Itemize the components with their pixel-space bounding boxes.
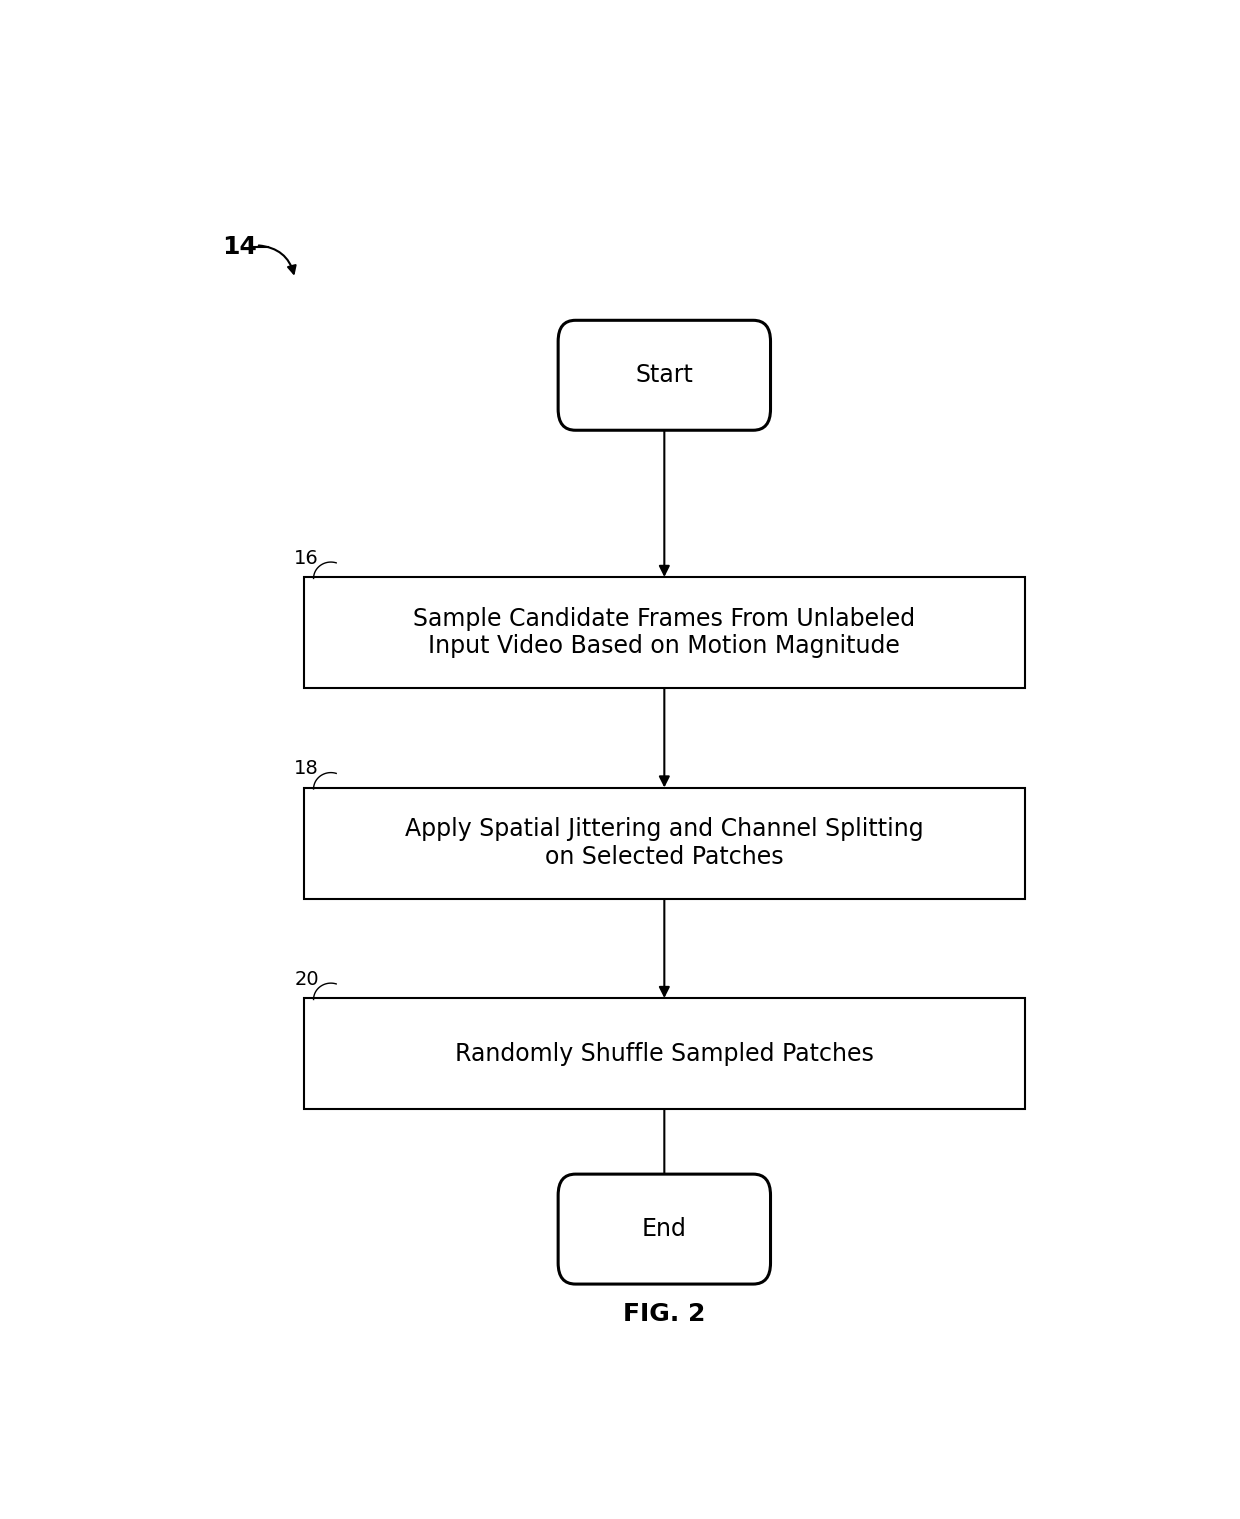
Text: 14: 14 (222, 234, 257, 258)
Text: 18: 18 (294, 760, 319, 778)
Text: Sample Candidate Frames From Unlabeled
Input Video Based on Motion Magnitude: Sample Candidate Frames From Unlabeled I… (413, 606, 915, 659)
Text: Apply Spatial Jittering and Channel Splitting
on Selected Patches: Apply Spatial Jittering and Channel Spli… (405, 817, 924, 869)
FancyBboxPatch shape (304, 787, 1024, 899)
Text: FIG. 2: FIG. 2 (624, 1302, 706, 1326)
Text: 16: 16 (294, 548, 319, 568)
Text: Start: Start (635, 363, 693, 387)
Text: Randomly Shuffle Sampled Patches: Randomly Shuffle Sampled Patches (455, 1042, 874, 1066)
FancyBboxPatch shape (304, 998, 1024, 1109)
FancyBboxPatch shape (304, 577, 1024, 688)
Text: 20: 20 (294, 969, 319, 989)
Text: End: End (642, 1217, 687, 1241)
FancyBboxPatch shape (558, 1174, 770, 1284)
FancyBboxPatch shape (558, 321, 770, 430)
